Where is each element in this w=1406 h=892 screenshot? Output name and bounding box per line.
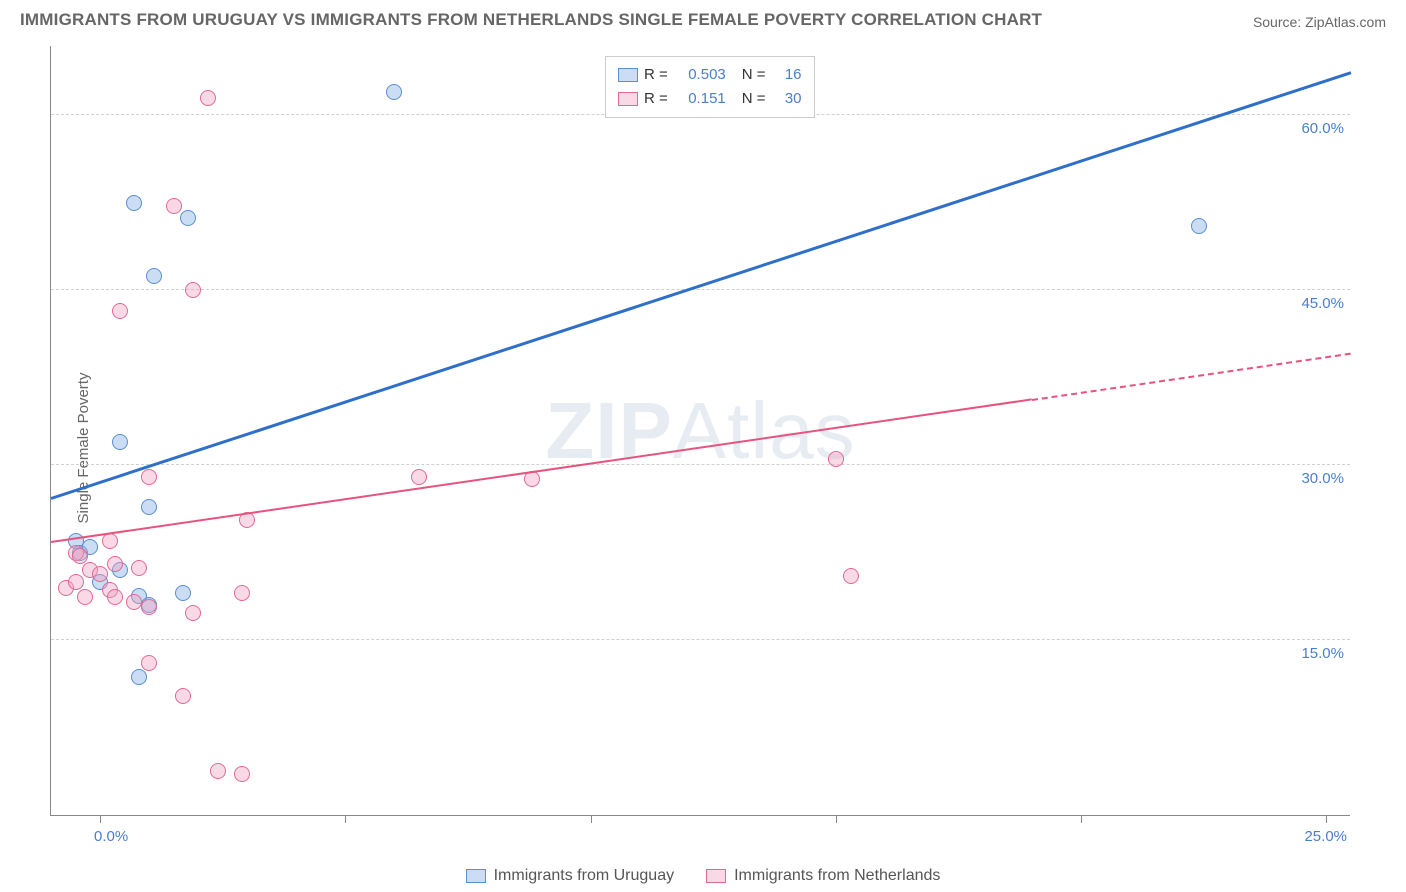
scatter-point bbox=[141, 599, 157, 615]
scatter-point bbox=[386, 84, 402, 100]
legend-r-label: R = bbox=[644, 63, 668, 87]
bottom-legend-item: Immigrants from Uruguay bbox=[466, 867, 675, 885]
scatter-point bbox=[92, 566, 108, 582]
scatter-point bbox=[1191, 218, 1207, 234]
scatter-point bbox=[146, 268, 162, 284]
x-tick bbox=[100, 815, 101, 823]
trend-line bbox=[51, 71, 1352, 500]
chart-title: IMMIGRANTS FROM URUGUAY VS IMMIGRANTS FR… bbox=[20, 10, 1042, 30]
scatter-point bbox=[107, 589, 123, 605]
x-tick bbox=[1326, 815, 1327, 823]
legend-r-label: R = bbox=[644, 87, 668, 111]
chart-source: Source: ZipAtlas.com bbox=[1253, 14, 1386, 30]
scatter-point bbox=[72, 548, 88, 564]
scatter-point bbox=[175, 688, 191, 704]
y-tick-label: 15.0% bbox=[1301, 645, 1344, 662]
trend-line bbox=[51, 399, 1032, 544]
scatter-point bbox=[210, 763, 226, 779]
y-gridline bbox=[51, 289, 1350, 290]
x-tick bbox=[345, 815, 346, 823]
legend-n-label: N = bbox=[742, 63, 766, 87]
scatter-point bbox=[828, 451, 844, 467]
scatter-point bbox=[234, 585, 250, 601]
plot-area: ZIPAtlas 15.0%30.0%45.0%60.0%0.0%25.0%R … bbox=[50, 46, 1350, 816]
series-name: Immigrants from Netherlands bbox=[734, 867, 940, 885]
scatter-point bbox=[77, 589, 93, 605]
x-tick bbox=[836, 815, 837, 823]
bottom-legend-item: Immigrants from Netherlands bbox=[706, 867, 940, 885]
x-tick-label: 0.0% bbox=[94, 828, 128, 845]
scatter-point bbox=[411, 469, 427, 485]
stats-legend: R =0.503 N =16 R =0.151 N =30 bbox=[605, 56, 815, 118]
header-row: IMMIGRANTS FROM URUGUAY VS IMMIGRANTS FR… bbox=[0, 0, 1406, 34]
legend-swatch bbox=[466, 869, 486, 883]
scatter-point bbox=[112, 303, 128, 319]
scatter-point bbox=[141, 499, 157, 515]
legend-n-value: 30 bbox=[772, 87, 802, 111]
chart-area: Single Female Poverty ZIPAtlas 15.0%30.0… bbox=[0, 38, 1406, 858]
scatter-point bbox=[107, 556, 123, 572]
scatter-point bbox=[200, 90, 216, 106]
scatter-point bbox=[131, 560, 147, 576]
scatter-point bbox=[180, 210, 196, 226]
legend-r-value: 0.151 bbox=[674, 87, 726, 111]
y-gridline bbox=[51, 639, 1350, 640]
scatter-point bbox=[131, 669, 147, 685]
series-name: Immigrants from Uruguay bbox=[494, 867, 675, 885]
legend-r-value: 0.503 bbox=[674, 63, 726, 87]
x-tick bbox=[1081, 815, 1082, 823]
y-tick-label: 60.0% bbox=[1301, 120, 1344, 137]
legend-swatch bbox=[618, 68, 638, 82]
scatter-point bbox=[126, 195, 142, 211]
scatter-point bbox=[185, 605, 201, 621]
legend-n-label: N = bbox=[742, 87, 766, 111]
y-tick-label: 30.0% bbox=[1301, 470, 1344, 487]
scatter-point bbox=[185, 282, 201, 298]
trend-line bbox=[1032, 352, 1351, 400]
scatter-point bbox=[141, 655, 157, 671]
scatter-point bbox=[843, 568, 859, 584]
stats-legend-row: R =0.151 N =30 bbox=[618, 87, 802, 111]
bottom-legend: Immigrants from Uruguay Immigrants from N… bbox=[0, 867, 1406, 888]
scatter-point bbox=[175, 585, 191, 601]
scatter-point bbox=[166, 198, 182, 214]
legend-n-value: 16 bbox=[772, 63, 802, 87]
legend-swatch bbox=[706, 869, 726, 883]
legend-swatch bbox=[618, 92, 638, 106]
scatter-point bbox=[112, 434, 128, 450]
scatter-point bbox=[68, 574, 84, 590]
y-gridline bbox=[51, 464, 1350, 465]
x-tick-label: 25.0% bbox=[1304, 828, 1347, 845]
x-tick bbox=[591, 815, 592, 823]
scatter-point bbox=[126, 594, 142, 610]
y-tick-label: 45.0% bbox=[1301, 295, 1344, 312]
stats-legend-row: R =0.503 N =16 bbox=[618, 63, 802, 87]
scatter-point bbox=[141, 469, 157, 485]
scatter-point bbox=[234, 766, 250, 782]
